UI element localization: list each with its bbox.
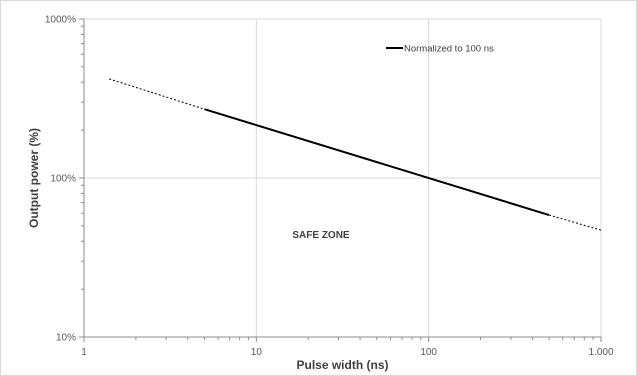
series — [109, 78, 602, 231]
x-axis-title: Pulse width (ns) — [296, 358, 388, 372]
series-extrapolation-dashed — [548, 214, 602, 231]
y-tick-label: 100% — [50, 174, 76, 185]
safe-zone-label: SAFE ZONE — [292, 230, 350, 241]
series-extrapolation-dashed — [109, 78, 205, 110]
y-tick-label: 1000% — [45, 15, 76, 26]
axes — [83, 19, 601, 338]
grid — [84, 18, 602, 337]
y-tick-label: 10% — [56, 333, 76, 344]
minor-ticks — [79, 18, 602, 342]
series-line — [204, 108, 550, 216]
x-tick-label: 1 — [81, 347, 87, 358]
x-tick-label: 100 — [420, 347, 437, 358]
y-axis-title: Output power (%) — [27, 128, 41, 228]
legend-label: Normalized to 100 ns — [404, 44, 494, 55]
tick-labels: 1 10 100 1.000 10% 100% 1000% — [45, 15, 614, 359]
legend: Normalized to 100 ns — [386, 44, 494, 55]
x-tick-label: 1.000 — [588, 347, 613, 358]
x-tick-label: 10 — [251, 347, 263, 358]
